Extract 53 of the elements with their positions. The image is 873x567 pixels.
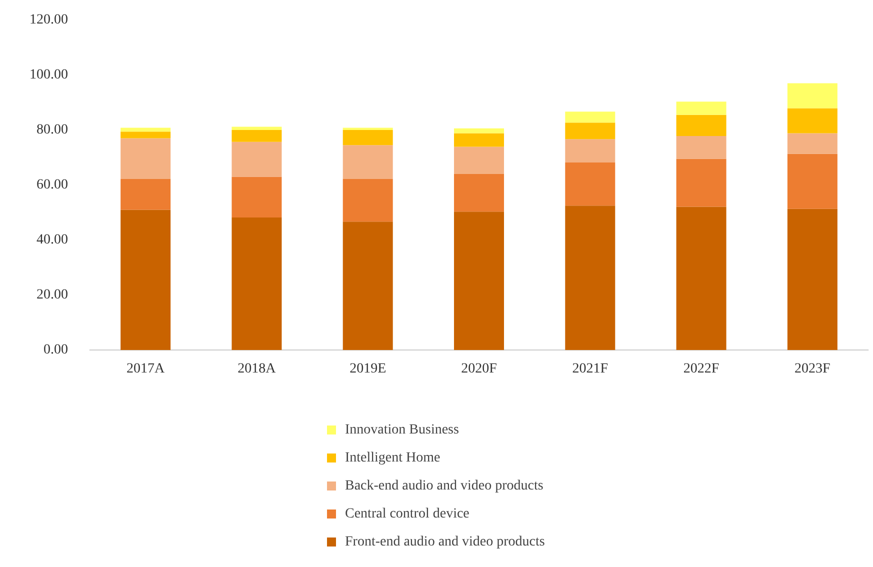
bar bbox=[342, 178, 393, 222]
bar bbox=[676, 102, 726, 115]
bar bbox=[120, 138, 171, 179]
bar bbox=[787, 83, 838, 108]
bar bbox=[120, 128, 171, 132]
bar bbox=[787, 108, 838, 134]
x-tick-label: 2017A bbox=[126, 362, 166, 376]
legend-label: Central control device bbox=[345, 506, 470, 522]
y-tick-label: 40.00 bbox=[36, 232, 68, 248]
x-tick-label: 2020F bbox=[461, 362, 498, 376]
bar bbox=[454, 174, 504, 212]
bar bbox=[676, 114, 726, 136]
y-tick-label: 0.00 bbox=[44, 342, 68, 358]
legend-label: Innovation Business bbox=[345, 422, 459, 438]
bar bbox=[787, 133, 838, 154]
y-tick-label: 60.00 bbox=[36, 178, 68, 192]
bar bbox=[232, 142, 282, 177]
x-tick-label: 2023F bbox=[794, 362, 831, 376]
bar bbox=[454, 128, 504, 134]
x-tick-label: 2018A bbox=[238, 362, 277, 376]
bar bbox=[676, 206, 726, 350]
bar bbox=[454, 133, 504, 147]
bar bbox=[120, 132, 171, 138]
y-tick-label: 100.00 bbox=[30, 68, 68, 82]
bar bbox=[565, 112, 616, 123]
bar bbox=[232, 126, 282, 130]
y-tick-label: 80.00 bbox=[36, 122, 68, 138]
bar bbox=[232, 217, 282, 350]
bar bbox=[342, 145, 393, 179]
bar bbox=[120, 210, 171, 350]
bar bbox=[565, 206, 616, 350]
legend-label: Back-end audio and video products bbox=[345, 478, 544, 494]
x-tick-label: 2019E bbox=[350, 362, 386, 376]
bar bbox=[232, 130, 282, 142]
bar bbox=[676, 136, 726, 159]
legend-label: Front-end audio and video products bbox=[345, 534, 545, 550]
bar bbox=[342, 222, 393, 350]
bar bbox=[120, 178, 171, 210]
bar bbox=[565, 162, 616, 206]
y-tick-label: 120.00 bbox=[30, 12, 68, 28]
x-tick-label: 2021F bbox=[572, 362, 608, 376]
bar bbox=[342, 130, 393, 146]
bar bbox=[787, 208, 838, 350]
bar bbox=[565, 122, 616, 140]
bar bbox=[454, 212, 504, 350]
bar bbox=[787, 154, 838, 209]
bar bbox=[565, 139, 616, 162]
x-tick-label: 2022F bbox=[683, 362, 720, 376]
bar bbox=[232, 176, 282, 218]
legend-label: Intelligent Home bbox=[345, 450, 440, 466]
bar bbox=[676, 158, 726, 207]
bar bbox=[454, 146, 504, 174]
y-tick-label: 20.00 bbox=[36, 288, 68, 302]
